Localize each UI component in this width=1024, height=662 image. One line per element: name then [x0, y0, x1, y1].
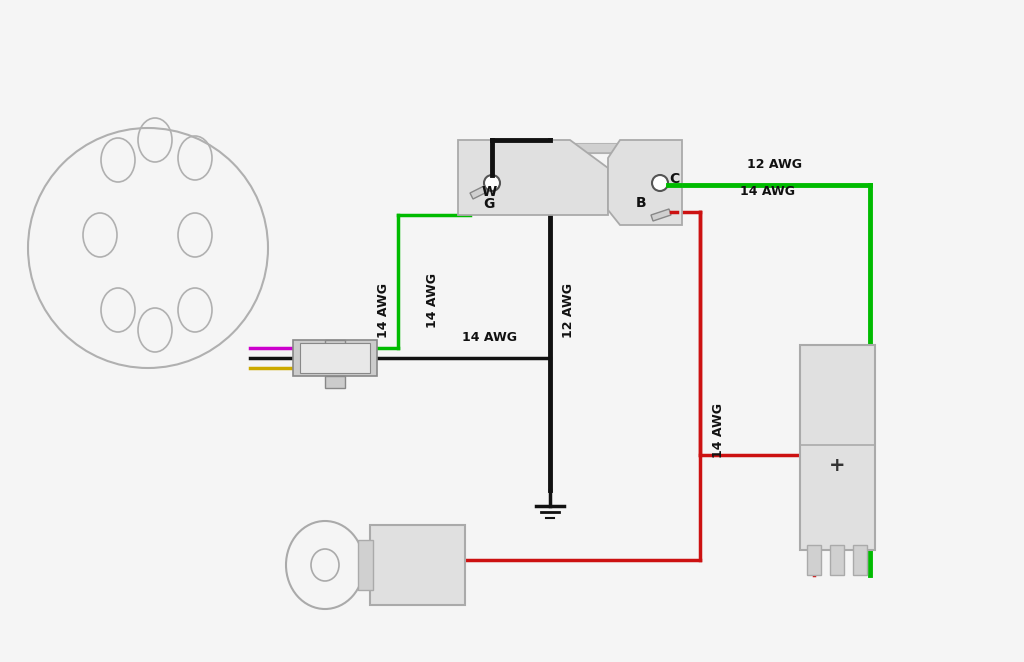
Text: 12 AWG: 12 AWG [561, 283, 574, 338]
Text: W: W [481, 185, 497, 199]
Bar [800, 345, 874, 550]
Bar [293, 340, 377, 376]
Polygon shape [470, 186, 487, 199]
Bar [807, 545, 821, 575]
Text: 14 AWG: 14 AWG [740, 185, 795, 198]
Text: G: G [483, 197, 495, 211]
Text: 14 AWG: 14 AWG [427, 273, 439, 328]
Bar [830, 545, 844, 575]
Polygon shape [651, 209, 671, 221]
Text: +: + [828, 455, 845, 475]
Circle shape [484, 175, 500, 191]
Bar [325, 340, 345, 352]
Text: B: B [636, 196, 646, 210]
Polygon shape [608, 140, 682, 225]
Text: 14 AWG: 14 AWG [712, 402, 725, 457]
Text: 14 AWG: 14 AWG [377, 283, 389, 338]
Bar [370, 525, 465, 605]
Text: 14 AWG: 14 AWG [463, 331, 517, 344]
Bar [325, 376, 345, 388]
Circle shape [652, 175, 668, 191]
Bar [853, 545, 867, 575]
Text: C: C [669, 172, 679, 186]
Bar [358, 540, 373, 590]
Bar [300, 343, 370, 373]
Polygon shape [458, 140, 608, 215]
Text: 12 AWG: 12 AWG [748, 158, 803, 171]
